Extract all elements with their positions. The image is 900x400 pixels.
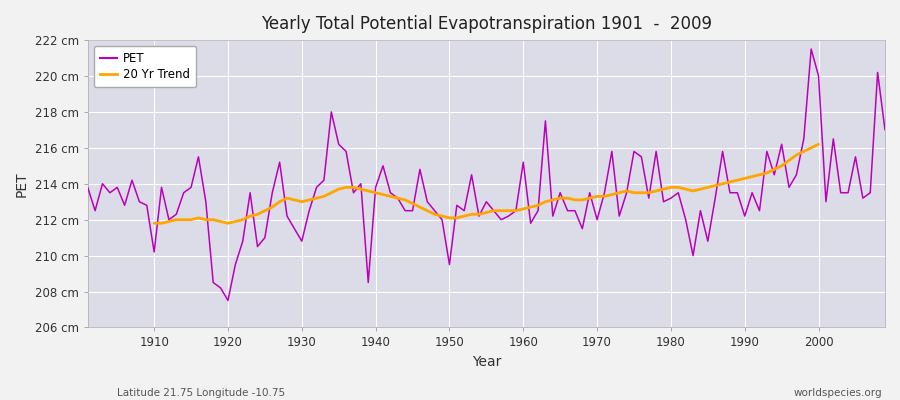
Legend: PET, 20 Yr Trend: PET, 20 Yr Trend [94,46,196,87]
X-axis label: Year: Year [472,355,501,369]
Title: Yearly Total Potential Evapotranspiration 1901  -  2009: Yearly Total Potential Evapotranspiratio… [261,15,712,33]
Text: Latitude 21.75 Longitude -10.75: Latitude 21.75 Longitude -10.75 [117,388,285,398]
Y-axis label: PET: PET [15,171,29,196]
Text: worldspecies.org: worldspecies.org [794,388,882,398]
